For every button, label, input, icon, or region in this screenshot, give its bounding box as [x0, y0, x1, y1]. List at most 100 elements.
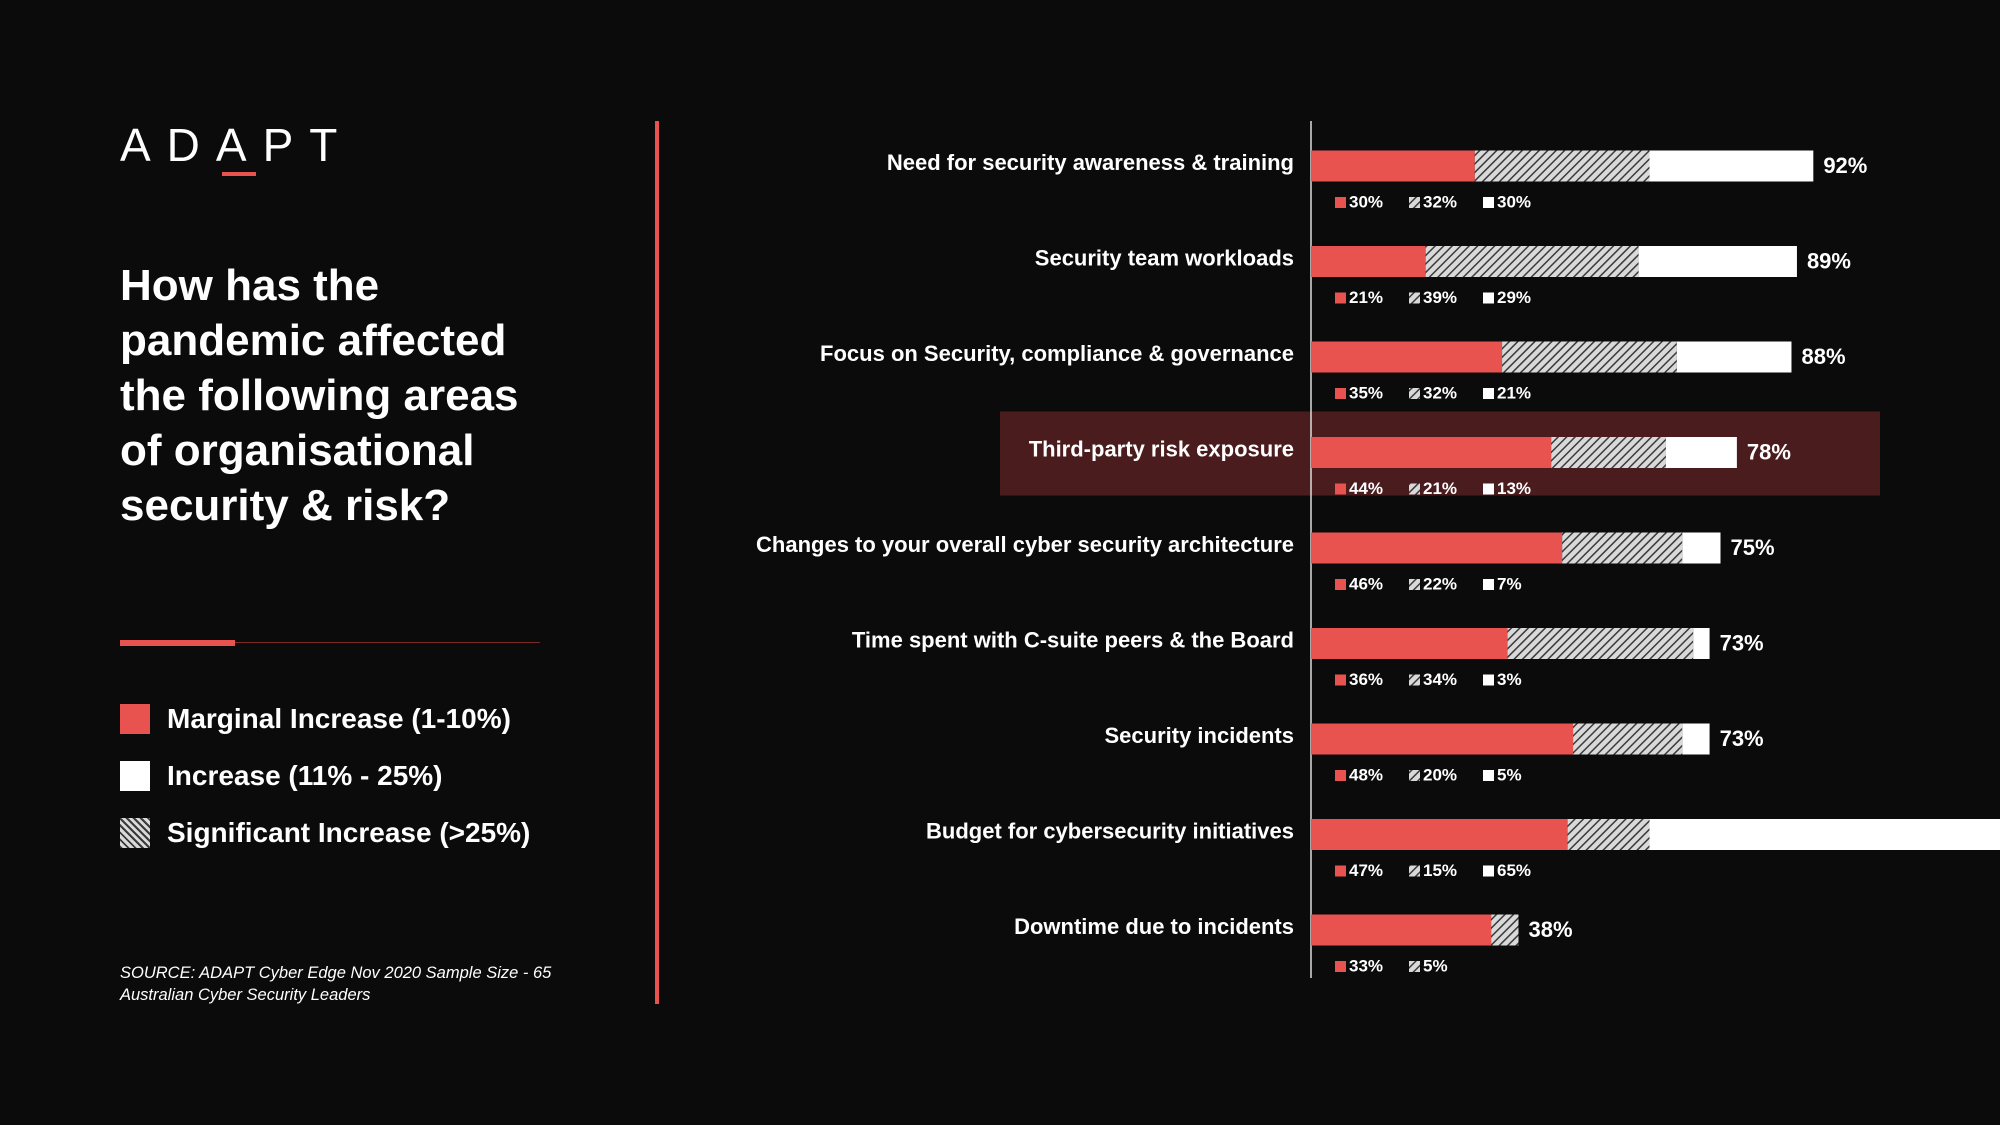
legend-label: Significant Increase (>25%): [167, 817, 531, 848]
value-label: 30%: [1349, 192, 1383, 211]
bar-segment: [1507, 628, 1694, 659]
bar-segment: [1638, 246, 1797, 277]
bar-segment: [1311, 341, 1503, 373]
value-swatch: [1335, 197, 1346, 208]
bar-segment: [1649, 819, 2000, 850]
value-swatch: [1483, 674, 1494, 686]
bar-segment: [1682, 532, 1721, 564]
value-swatch: [1409, 865, 1420, 877]
value-swatch: [1335, 388, 1346, 399]
divider: [235, 642, 540, 643]
category-label: Time spent with C-suite peers & the Boar…: [852, 627, 1294, 652]
total-label: 88%: [1801, 344, 1845, 369]
total-label: 92%: [1823, 153, 1867, 178]
total-label: 78%: [1747, 439, 1791, 464]
value-label: 46%: [1349, 574, 1383, 593]
bar-segment: [1502, 341, 1677, 373]
value-swatch: [1335, 483, 1346, 495]
value-label: 35%: [1349, 383, 1383, 402]
value-label: 32%: [1423, 192, 1457, 211]
value-label: 3%: [1497, 670, 1522, 689]
category-label: Changes to your overall cyber security a…: [756, 532, 1294, 557]
value-swatch: [1335, 961, 1346, 972]
total-label: 73%: [1720, 630, 1764, 655]
value-label: 21%: [1423, 479, 1457, 498]
divider-accent: [120, 640, 235, 646]
legend-item: Marginal Increase (1-10%): [120, 703, 511, 734]
value-label: 20%: [1423, 765, 1457, 784]
bar-segment: [1567, 819, 1650, 850]
value-swatch: [1335, 865, 1346, 877]
bar-segment: [1665, 437, 1737, 468]
value-swatch: [1409, 483, 1420, 495]
value-swatch: [1409, 197, 1420, 208]
bar-segment: [1311, 628, 1508, 659]
value-label: 13%: [1497, 479, 1531, 498]
value-swatch: [1483, 579, 1494, 590]
legend-item: Significant Increase (>25%): [120, 817, 531, 848]
bar-segment: [1551, 437, 1666, 468]
value-label: 22%: [1423, 574, 1457, 593]
value-label: 36%: [1349, 670, 1383, 689]
legend-swatch: [120, 761, 150, 791]
question-title: How has the pandemic affected the follow…: [120, 261, 519, 530]
value-label: 5%: [1497, 765, 1522, 784]
value-label: 34%: [1423, 670, 1457, 689]
value-label: 21%: [1497, 383, 1531, 402]
bar-segment: [1573, 723, 1683, 755]
total-label: 89%: [1807, 248, 1851, 273]
value-swatch: [1409, 770, 1420, 781]
value-label: 29%: [1497, 288, 1531, 307]
value-swatch: [1483, 865, 1494, 877]
bar-segment: [1311, 246, 1426, 277]
total-label: 75%: [1731, 535, 1775, 560]
value-swatch: [1483, 770, 1494, 781]
value-label: 21%: [1349, 288, 1383, 307]
value-label: 47%: [1349, 861, 1383, 880]
value-swatch: [1335, 292, 1346, 304]
value-swatch: [1483, 388, 1494, 399]
value-swatch: [1409, 292, 1420, 304]
legend-label: Increase (11% - 25%): [167, 760, 443, 791]
bar-segment: [1649, 150, 1814, 182]
panel-divider: [655, 121, 659, 1004]
bar-segment: [1474, 150, 1650, 182]
category-label: Security incidents: [1104, 723, 1294, 748]
bar-segment: [1676, 341, 1792, 373]
bar-segment: [1693, 628, 1710, 659]
value-label: 48%: [1349, 765, 1383, 784]
logo: ADAPT: [120, 119, 354, 171]
value-swatch: [1335, 579, 1346, 590]
bar-segment: [1311, 437, 1552, 468]
category-label: Budget for cybersecurity initiatives: [926, 818, 1294, 843]
value-swatch: [1409, 388, 1420, 399]
value-swatch: [1335, 674, 1346, 686]
value-label: 65%: [1497, 861, 1531, 880]
category-label: Security team workloads: [1035, 245, 1294, 270]
category-label: Need for security awareness & training: [887, 150, 1294, 175]
bar-segment: [1311, 150, 1475, 182]
value-label: 33%: [1349, 956, 1383, 975]
value-label: 39%: [1423, 288, 1457, 307]
source-note: SOURCE: ADAPT Cyber Edge Nov 2020 Sample…: [120, 964, 552, 1004]
bar-segment: [1311, 723, 1574, 755]
total-label: 38%: [1528, 917, 1572, 942]
logo-accent: [222, 172, 256, 176]
legend-swatch: [120, 818, 150, 848]
bar-segment: [1425, 246, 1639, 277]
total-label: 65%: [1676, 821, 1720, 846]
bar-segment: [1311, 532, 1563, 564]
bar-segment: [1562, 532, 1683, 564]
legend-label: Marginal Increase (1-10%): [167, 703, 511, 734]
value-label: 7%: [1497, 574, 1522, 593]
value-label: 15%: [1423, 861, 1457, 880]
value-label: 44%: [1349, 479, 1383, 498]
legend-swatch: [120, 704, 150, 734]
legend-item: Increase (11% - 25%): [120, 760, 443, 791]
bar-segment: [1682, 723, 1710, 755]
value-swatch: [1409, 961, 1420, 972]
bar-segment: [1311, 914, 1492, 946]
category-label: Downtime due to incidents: [1014, 914, 1294, 939]
